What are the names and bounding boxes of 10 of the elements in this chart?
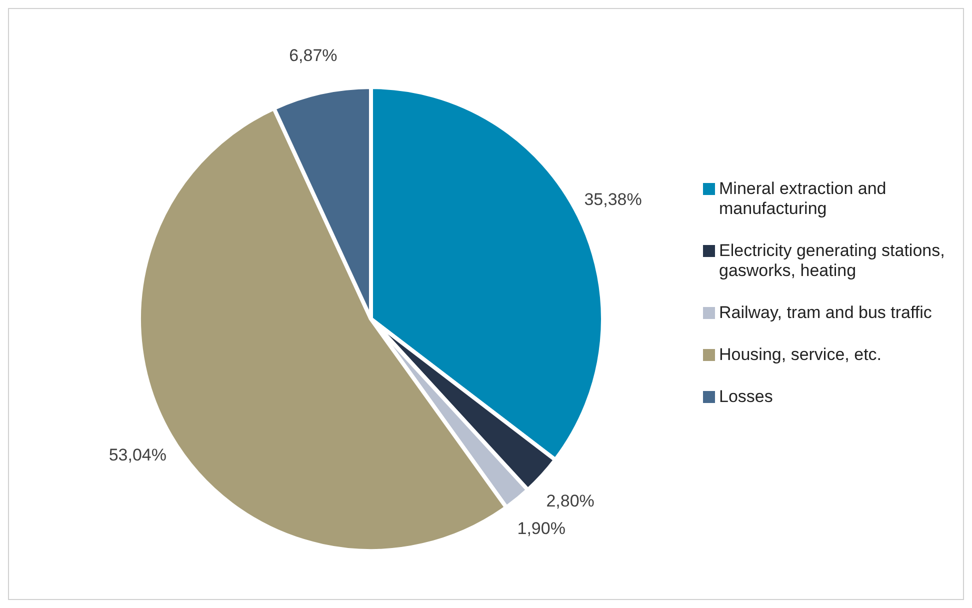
legend-label: Losses bbox=[719, 387, 773, 407]
data-label: 1,90% bbox=[517, 518, 566, 538]
legend-label: Mineral extraction and manufacturing bbox=[719, 179, 888, 219]
data-label: 2,80% bbox=[546, 492, 594, 511]
data-label: 35,38% bbox=[584, 190, 642, 209]
legend-label: Railway, tram and bus traffic bbox=[719, 303, 932, 323]
legend-label: Electricity generating stations, gasworks, heating bbox=[719, 241, 946, 281]
legend-label: Housing, service, etc. bbox=[719, 345, 882, 365]
data-label: 6,87% bbox=[289, 46, 338, 65]
data-label: 53,04% bbox=[108, 445, 167, 464]
